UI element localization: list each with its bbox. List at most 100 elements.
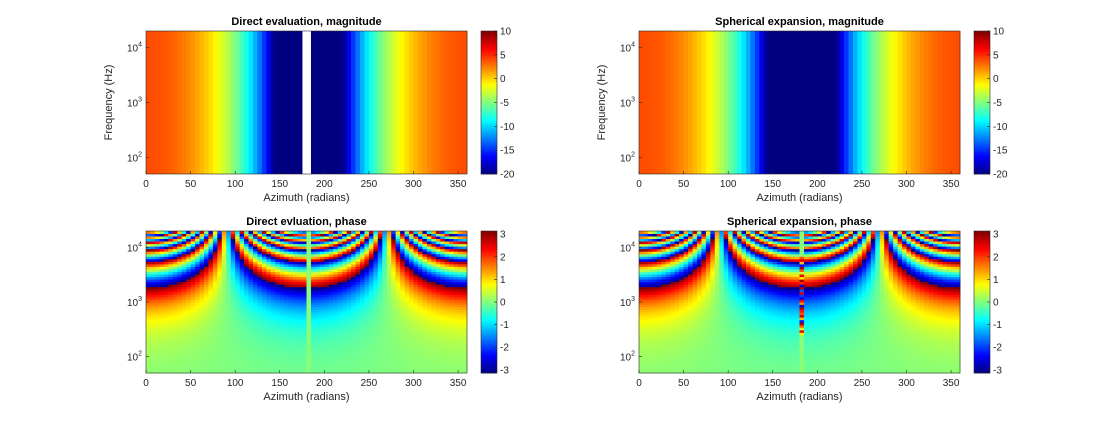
heatmap-cell <box>396 236 401 239</box>
heatmap-cell <box>329 330 334 333</box>
heatmap-cell <box>382 340 387 343</box>
heatmap-cell <box>195 343 200 346</box>
heatmap-cell <box>289 282 294 285</box>
heatmap-cell <box>266 284 271 287</box>
heatmap-cell <box>364 259 369 262</box>
heatmap-cell <box>373 289 378 292</box>
heatmap-cell <box>364 348 369 351</box>
heatmap-cell <box>298 279 303 282</box>
heatmap-cell <box>271 338 276 341</box>
heatmap-cell <box>289 305 294 308</box>
heatmap-cell <box>177 272 182 275</box>
heatmap-cell <box>231 355 236 358</box>
heatmap-cell <box>831 365 836 368</box>
heatmap-cell <box>280 267 285 270</box>
heatmap-cell <box>266 325 271 328</box>
heatmap-cell <box>396 322 401 325</box>
heatmap-cell <box>347 284 352 287</box>
heatmap-cell <box>360 274 365 277</box>
heatmap-cell <box>661 363 666 366</box>
heatmap-cell <box>168 256 173 259</box>
heatmap-cell <box>311 327 316 330</box>
heatmap-cell <box>360 348 365 351</box>
x-tick-label: 100 <box>227 179 244 190</box>
heatmap-cell <box>831 31 836 174</box>
heatmap-cell <box>208 284 213 287</box>
heatmap-cell <box>240 368 245 371</box>
heatmap-cell <box>364 327 369 330</box>
heatmap-cell <box>226 310 231 313</box>
heatmap-cell <box>235 241 240 244</box>
heatmap-cell <box>324 338 329 341</box>
heatmap-cell <box>164 272 169 275</box>
heatmap-cell <box>320 269 325 272</box>
heatmap-cell <box>933 365 938 368</box>
heatmap-cell <box>440 282 445 285</box>
heatmap-cell <box>391 358 396 361</box>
heatmap-cell <box>422 312 427 315</box>
heatmap-cell <box>266 355 271 358</box>
heatmap-cell <box>253 251 258 254</box>
heatmap-cell <box>414 254 419 257</box>
heatmap-cell <box>463 277 468 280</box>
heatmap-cell <box>284 256 289 259</box>
heatmap-cell <box>249 340 254 343</box>
heatmap-cell <box>226 365 231 368</box>
heatmap-cell <box>182 335 187 338</box>
heatmap-cell <box>222 310 227 313</box>
heatmap-cell <box>173 289 178 292</box>
x-tick-label: 50 <box>185 179 197 190</box>
heatmap-cell <box>240 365 245 368</box>
heatmap-cell <box>164 345 169 348</box>
heatmap-cell <box>463 360 468 363</box>
heatmap-cell <box>369 345 374 348</box>
heatmap-cell <box>262 282 267 285</box>
heatmap-cell <box>240 317 245 320</box>
heatmap-cell <box>440 274 445 277</box>
heatmap-cell <box>329 269 334 272</box>
heatmap-cell <box>159 325 164 328</box>
heatmap-cell <box>405 284 410 287</box>
heatmap-cell <box>449 320 454 323</box>
heatmap-cell <box>150 251 155 254</box>
heatmap-cell <box>396 340 401 343</box>
heatmap-cell <box>844 363 849 366</box>
heatmap-cell <box>271 254 276 257</box>
heatmap-cell <box>387 264 392 267</box>
heatmap-cell <box>213 264 218 267</box>
heatmap-cell <box>795 360 800 363</box>
heatmap-cell <box>200 355 205 358</box>
heatmap-cell <box>235 320 240 323</box>
colorbar-tick-label: -20 <box>500 170 515 181</box>
heatmap-cell <box>240 312 245 315</box>
heatmap-cell <box>391 264 396 267</box>
heatmap-cell <box>947 365 952 368</box>
heatmap-cell <box>262 289 267 292</box>
heatmap-cell <box>387 279 392 282</box>
heatmap-cell <box>235 259 240 262</box>
heatmap-cell <box>378 274 383 277</box>
heatmap-cell <box>742 360 747 363</box>
heatmap-cell <box>293 251 298 254</box>
heatmap-cell <box>396 274 401 277</box>
heatmap-cell <box>173 307 178 310</box>
colorbar-segment <box>974 31 990 34</box>
heatmap-cell <box>373 312 378 315</box>
heatmap-cell <box>360 307 365 310</box>
heatmap-cell <box>454 368 459 371</box>
heatmap-cell <box>280 332 285 335</box>
heatmap-cell <box>271 363 276 366</box>
heatmap-cell <box>168 249 173 252</box>
heatmap-cell <box>231 246 236 249</box>
heatmap-cell <box>177 343 182 346</box>
heatmap-cell <box>391 249 396 252</box>
heatmap-cell <box>222 251 227 254</box>
heatmap-cell <box>391 274 396 277</box>
heatmap-cell <box>463 279 468 282</box>
heatmap-cell <box>373 279 378 282</box>
heatmap-cell <box>369 256 374 259</box>
heatmap-cell <box>235 234 240 237</box>
heatmap-cell <box>347 363 352 366</box>
heatmap-cell <box>351 322 356 325</box>
heatmap-cell <box>320 322 325 325</box>
